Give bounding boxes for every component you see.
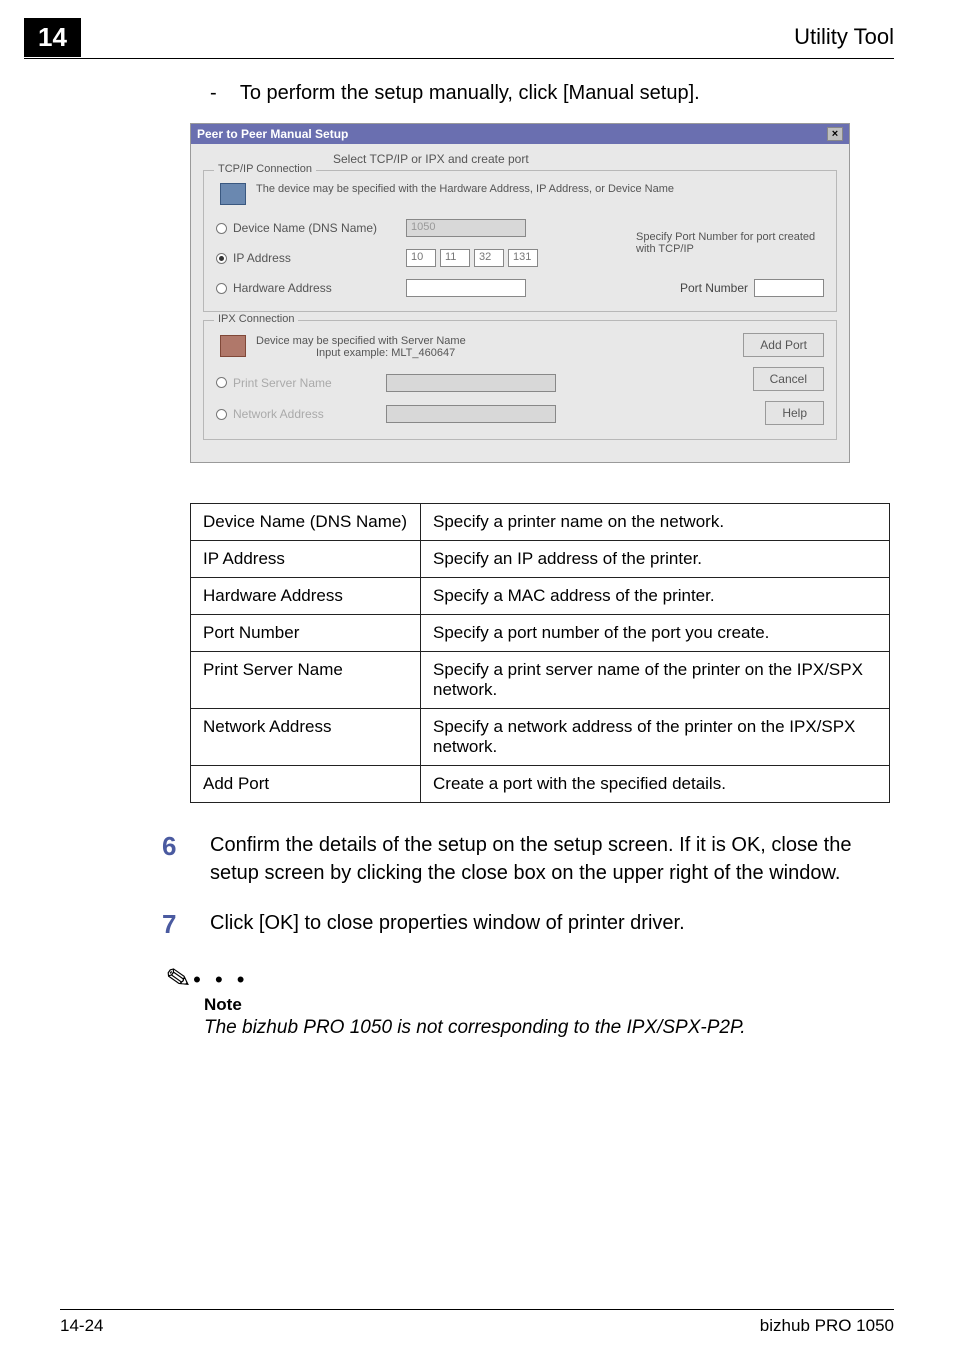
table-row: Port NumberSpecify a port number of the … [191, 615, 890, 652]
table-cell-val: Specify a printer name on the network. [421, 504, 890, 541]
tcp-form-grid: Device Name (DNS Name) 1050 Specify Port… [216, 219, 824, 297]
note-dots-icon: • • • [193, 967, 248, 997]
dns-name-input[interactable]: 1050 [406, 219, 526, 237]
table-cell-val: Specify a MAC address of the printer. [421, 578, 890, 615]
dialog-button-stack: Add Port Cancel Help [596, 333, 824, 425]
ip-seg-3[interactable]: 32 [474, 249, 504, 267]
ipx-hint: Device may be specified with Server Name [256, 335, 466, 347]
table-cell-val: Specify a print server name of the print… [421, 652, 890, 709]
table-row: Network AddressSpecify a network address… [191, 709, 890, 766]
table-row: IP AddressSpecify an IP address of the p… [191, 541, 890, 578]
close-icon[interactable]: × [827, 127, 843, 141]
footer-divider [60, 1309, 894, 1310]
port-number-label: Port Number [680, 281, 748, 295]
step-body: Confirm the details of the setup on the … [210, 831, 894, 887]
radio-icon [216, 253, 227, 264]
content-region: - To perform the setup manually, click [… [190, 82, 894, 1039]
page-title: Utility Tool [794, 24, 894, 50]
header-divider [24, 58, 894, 59]
network-address-input[interactable] [386, 405, 556, 423]
tcpip-legend: TCP/IP Connection [214, 163, 316, 175]
table-cell-key: Port Number [191, 615, 421, 652]
port-number-row: Port Number [636, 279, 824, 297]
help-button[interactable]: Help [765, 401, 824, 425]
tcp-icon [220, 183, 246, 205]
ipx-fieldset: IPX Connection Device may be specified w… [203, 320, 837, 440]
dialog-subtitle: Select TCP/IP or IPX and create port [333, 152, 837, 166]
specify-port-label: Specify Port Number for port created wit… [636, 231, 824, 255]
table-row: Print Server NameSpecify a print server … [191, 652, 890, 709]
instruction-text: To perform the setup manually, click [Ma… [240, 82, 700, 104]
network-address-label: Network Address [233, 407, 324, 421]
ip-address-label: IP Address [233, 251, 291, 265]
port-number-input[interactable] [754, 279, 824, 297]
radio-icon [216, 283, 227, 294]
step-number: 6 [162, 831, 210, 887]
dialog-titlebar: Peer to Peer Manual Setup × [191, 124, 849, 144]
table-row: Add PortCreate a port with the specified… [191, 766, 890, 803]
hardware-address-input-wrap [406, 279, 636, 297]
dialog-title: Peer to Peer Manual Setup [197, 127, 348, 141]
step-7: 7 Click [OK] to close properties window … [162, 909, 894, 940]
tcpip-fieldset: TCP/IP Connection The device may be spec… [203, 170, 837, 312]
table-row: Device Name (DNS Name)Specify a printer … [191, 504, 890, 541]
table-cell-key: Hardware Address [191, 578, 421, 615]
ip-seg-4[interactable]: 131 [508, 249, 538, 267]
step-number: 7 [162, 909, 210, 940]
chapter-badge: 14 [24, 18, 81, 57]
step-6: 6 Confirm the details of the setup on th… [162, 831, 894, 887]
instruction-line: - To perform the setup manually, click [… [210, 82, 894, 105]
print-server-name-radio[interactable]: Print Server Name [216, 376, 386, 390]
hardware-address-radio[interactable]: Hardware Address [216, 281, 406, 295]
pencil-icon: ✎ [163, 960, 194, 999]
tcp-hint-row: The device may be specified with the Har… [216, 183, 824, 205]
ip-seg-2[interactable]: 11 [440, 249, 470, 267]
ipx-hint-row: Device may be specified with Server Name… [216, 335, 596, 361]
hardware-address-input[interactable] [406, 279, 526, 297]
dns-name-label: Device Name (DNS Name) [233, 221, 377, 235]
print-server-name-input[interactable] [386, 374, 556, 392]
ipx-example-label: Input example: MLT_460647 [316, 347, 466, 359]
dns-name-input-wrap: 1050 [406, 219, 636, 237]
manual-setup-dialog: Peer to Peer Manual Setup × Select TCP/I… [190, 123, 850, 463]
explanation-table: Device Name (DNS Name)Specify a printer … [190, 503, 890, 803]
table-row: Hardware AddressSpecify a MAC address of… [191, 578, 890, 615]
table-cell-val: Create a port with the specified details… [421, 766, 890, 803]
note-icon-row: ✎ • • • [166, 962, 894, 997]
footer-model: bizhub PRO 1050 [760, 1316, 894, 1336]
cancel-button[interactable]: Cancel [753, 367, 824, 391]
step-body: Click [OK] to close properties window of… [210, 909, 894, 940]
table-cell-val: Specify an IP address of the printer. [421, 541, 890, 578]
radio-icon [216, 409, 227, 420]
ip-input-group: 10 11 32 131 [406, 249, 636, 267]
dns-name-radio[interactable]: Device Name (DNS Name) [216, 221, 406, 235]
table-cell-key: Print Server Name [191, 652, 421, 709]
note-body: The bizhub PRO 1050 is not corresponding… [204, 1017, 894, 1039]
ip-seg-1[interactable]: 10 [406, 249, 436, 267]
table-cell-key: Device Name (DNS Name) [191, 504, 421, 541]
network-address-radio[interactable]: Network Address [216, 407, 386, 421]
tcp-hint: The device may be specified with the Har… [256, 183, 674, 195]
print-server-name-label: Print Server Name [233, 376, 332, 390]
ipx-legend: IPX Connection [214, 313, 298, 325]
footer-page-number: 14-24 [60, 1316, 103, 1336]
radio-icon [216, 377, 227, 388]
table-cell-key: Network Address [191, 709, 421, 766]
table-cell-val: Specify a port number of the port you cr… [421, 615, 890, 652]
table-cell-key: Add Port [191, 766, 421, 803]
note-label: Note [204, 995, 894, 1015]
radio-icon [216, 223, 227, 234]
instruction-dash: - [210, 82, 217, 104]
hardware-address-label: Hardware Address [233, 281, 332, 295]
table-cell-key: IP Address [191, 541, 421, 578]
note-block: ✎ • • • Note The bizhub PRO 1050 is not … [166, 962, 894, 1039]
ipx-icon [220, 335, 246, 357]
add-port-button[interactable]: Add Port [743, 333, 824, 357]
dialog-body: Select TCP/IP or IPX and create port TCP… [191, 144, 849, 462]
ip-address-radio[interactable]: IP Address [216, 251, 406, 265]
table-cell-val: Specify a network address of the printer… [421, 709, 890, 766]
